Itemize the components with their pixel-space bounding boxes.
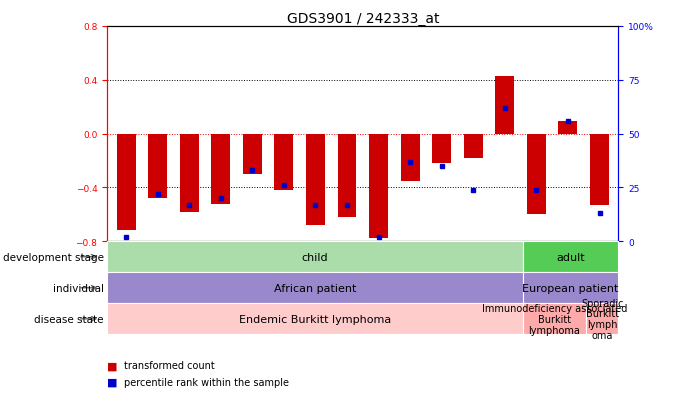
Text: transformed count: transformed count (124, 361, 215, 370)
Bar (337, 134, 357, 217)
Bar (243, 134, 262, 174)
Bar (558, 122, 578, 134)
Text: ■: ■ (107, 377, 117, 387)
Text: development stage: development stage (3, 252, 104, 262)
Text: European patient: European patient (522, 283, 618, 293)
Text: child: child (301, 252, 328, 262)
Text: Sporadic
Burkitt
lymph
oma: Sporadic Burkitt lymph oma (581, 298, 624, 340)
Bar (495, 76, 514, 134)
Text: percentile rank within the sample: percentile rank within the sample (124, 377, 290, 387)
Bar (274, 134, 294, 190)
Bar (211, 134, 230, 204)
Text: ■: ■ (107, 361, 117, 370)
Text: Endemic Burkitt lymphoma: Endemic Burkitt lymphoma (238, 314, 391, 324)
Bar (401, 134, 419, 181)
Bar (148, 134, 167, 199)
Text: African patient: African patient (274, 283, 356, 293)
Text: Immunodeficiency associated
Burkitt
lymphoma: Immunodeficiency associated Burkitt lymp… (482, 303, 627, 335)
Bar (464, 134, 483, 158)
Bar (432, 134, 451, 164)
Bar (369, 134, 388, 239)
Bar (527, 134, 546, 215)
Text: GDS3901 / 242333_at: GDS3901 / 242333_at (287, 12, 439, 26)
Bar (306, 134, 325, 225)
Bar (117, 134, 135, 231)
Text: individual: individual (53, 283, 104, 293)
Text: disease state: disease state (34, 314, 104, 324)
Bar (180, 134, 198, 212)
Text: adult: adult (556, 252, 585, 262)
Bar (590, 134, 609, 205)
